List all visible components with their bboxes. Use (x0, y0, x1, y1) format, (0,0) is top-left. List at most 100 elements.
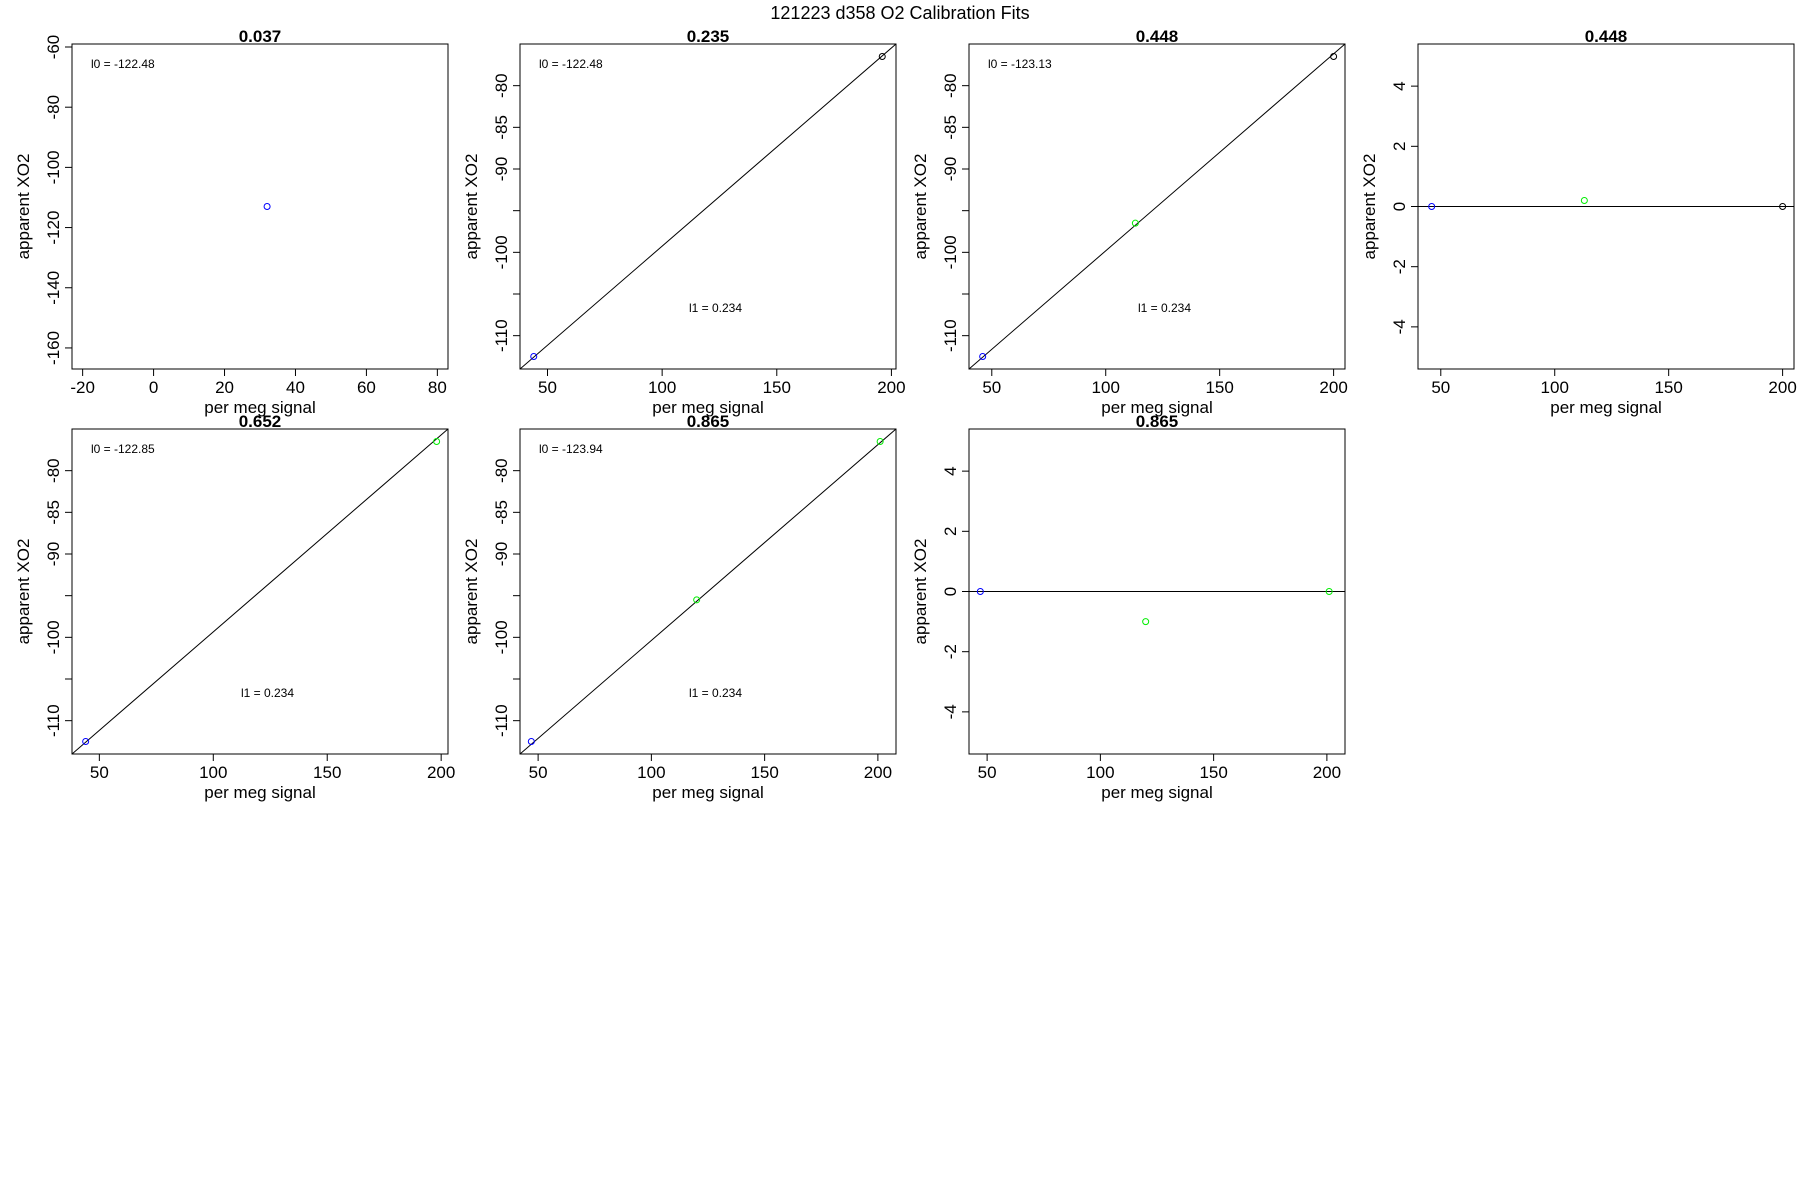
x-tick-label: 50 (538, 378, 557, 397)
y-tick-label: 2 (941, 527, 960, 536)
y-tick-label: -80 (492, 73, 511, 98)
y-tick-label: -80 (941, 73, 960, 98)
x-tick-label: 20 (215, 378, 234, 397)
y-tick-label: -110 (44, 704, 63, 737)
y-tick-label: -80 (44, 95, 63, 120)
x-tick-label: 200 (1319, 378, 1347, 397)
y-tick-label: 0 (1390, 202, 1409, 211)
plot-frame (71, 43, 449, 370)
data-point (530, 353, 538, 360)
x-tick-label: 100 (1086, 763, 1114, 782)
x-tick-label: 40 (286, 378, 305, 397)
fit-line (72, 429, 448, 754)
x-tick-label: 150 (1654, 378, 1682, 397)
chart-panel-3: 0.448 50 100 150 200 -80 -85 -90 -100 -110 per meg… (911, 27, 1348, 417)
data-point (1580, 196, 1588, 204)
y-tick-label: 4 (1390, 81, 1409, 90)
plot-frame (519, 43, 897, 370)
y-tick-label: -100 (44, 150, 63, 184)
panel-title: 0.652 (239, 412, 282, 431)
y-tick-label: -90 (492, 542, 511, 567)
x-tick-label: 60 (357, 378, 376, 397)
panel-title: 0.448 (1136, 27, 1179, 46)
data-point (693, 596, 701, 604)
chart-panel-2: 0.235 50 100 150 200 -80 -85 -90 -100 -110 per meg… (462, 27, 906, 417)
x-tick-label: 100 (648, 378, 676, 397)
plot-data (969, 44, 1345, 369)
x-axis-label: per meg signal (204, 783, 316, 802)
y-tick-label: -2 (941, 644, 960, 659)
panels-group: 0.037-20 0 20 40 60 80-60-80-100-120-140-160p… (14, 27, 1797, 802)
data-point (1142, 618, 1150, 626)
x-tick-label: 100 (1092, 378, 1120, 397)
x-tick-label: 50 (90, 763, 109, 782)
x-tick-label: 50 (529, 763, 548, 782)
x-axis-label: per meg signal (204, 398, 316, 417)
y-tick-label: -100 (941, 235, 960, 269)
y-tick-label: 4 (941, 466, 960, 475)
x-tick-label: 0 (149, 378, 158, 397)
fit-annotation: l0 = -122.85 (91, 442, 155, 456)
plot-data (72, 429, 448, 754)
y-axis-label: apparent XO2 (911, 154, 930, 260)
x-tick-label: 200 (1768, 378, 1796, 397)
chart-panel-4: 0.448 50 100 150 200 4 2 0 -2 -4 per meg signal app… (1360, 27, 1797, 417)
fit-annotation: l1 = 0.234 (689, 686, 742, 700)
y-axis-label: apparent XO2 (14, 154, 33, 260)
x-tick-label: 50 (982, 378, 1001, 397)
plot-frame (71, 428, 449, 755)
x-axis-label: per meg signal (1550, 398, 1662, 417)
x-tick-label: 150 (313, 763, 341, 782)
x-tick-label: 80 (428, 378, 447, 397)
fit-annotation: l0 = -123.94 (539, 442, 603, 456)
x-tick-label: 100 (637, 763, 665, 782)
y-tick-label: -110 (492, 319, 511, 352)
x-tick-label: 200 (427, 763, 455, 782)
y-tick-label: -80 (492, 458, 511, 483)
panel-title: 0.235 (687, 27, 730, 46)
fit-line (520, 44, 896, 369)
x-tick-label: 200 (877, 378, 905, 397)
plot-data (969, 588, 1345, 626)
x-tick-label: 150 (763, 378, 791, 397)
plot-frame (968, 43, 1346, 370)
data-point (1131, 219, 1139, 227)
plot-data (1418, 196, 1794, 210)
y-axis-label: apparent XO2 (14, 539, 33, 645)
y-tick-label: -60 (44, 35, 63, 60)
plot-data (520, 429, 896, 754)
fit-annotation: l0 = -122.48 (91, 57, 155, 71)
data-point (1330, 53, 1338, 60)
x-axis-label: per meg signal (1101, 398, 1213, 417)
x-tick-label: 150 (1205, 378, 1233, 397)
y-tick-label: -85 (492, 500, 511, 525)
y-tick-label: -4 (1390, 319, 1409, 334)
y-tick-label: -85 (941, 115, 960, 140)
panel-title: 0.865 (1136, 412, 1179, 431)
data-point (527, 738, 535, 745)
data-point (82, 738, 90, 745)
x-tick-label: 150 (1199, 763, 1227, 782)
data-point (1428, 203, 1436, 210)
x-axis-label: per meg signal (1101, 783, 1213, 802)
x-tick-label: -20 (70, 378, 95, 397)
data-point (876, 438, 884, 445)
y-tick-label: -100 (492, 620, 511, 654)
y-tick-label: -160 (44, 331, 63, 365)
panel-title: 0.037 (239, 27, 282, 46)
x-tick-label: 50 (1431, 378, 1450, 397)
fit-line (520, 429, 896, 754)
plot-data (263, 203, 271, 210)
data-point (263, 203, 271, 210)
panel-title: 0.865 (687, 412, 730, 431)
x-tick-label: 100 (1541, 378, 1569, 397)
data-point (433, 438, 441, 445)
fit-annotation: l0 = -123.13 (988, 57, 1052, 71)
y-tick-label: -85 (44, 500, 63, 525)
x-tick-label: 200 (864, 763, 892, 782)
y-tick-label: -90 (492, 157, 511, 182)
data-point (979, 353, 987, 360)
y-tick-label: -90 (44, 542, 63, 567)
y-tick-label: 2 (1390, 142, 1409, 151)
